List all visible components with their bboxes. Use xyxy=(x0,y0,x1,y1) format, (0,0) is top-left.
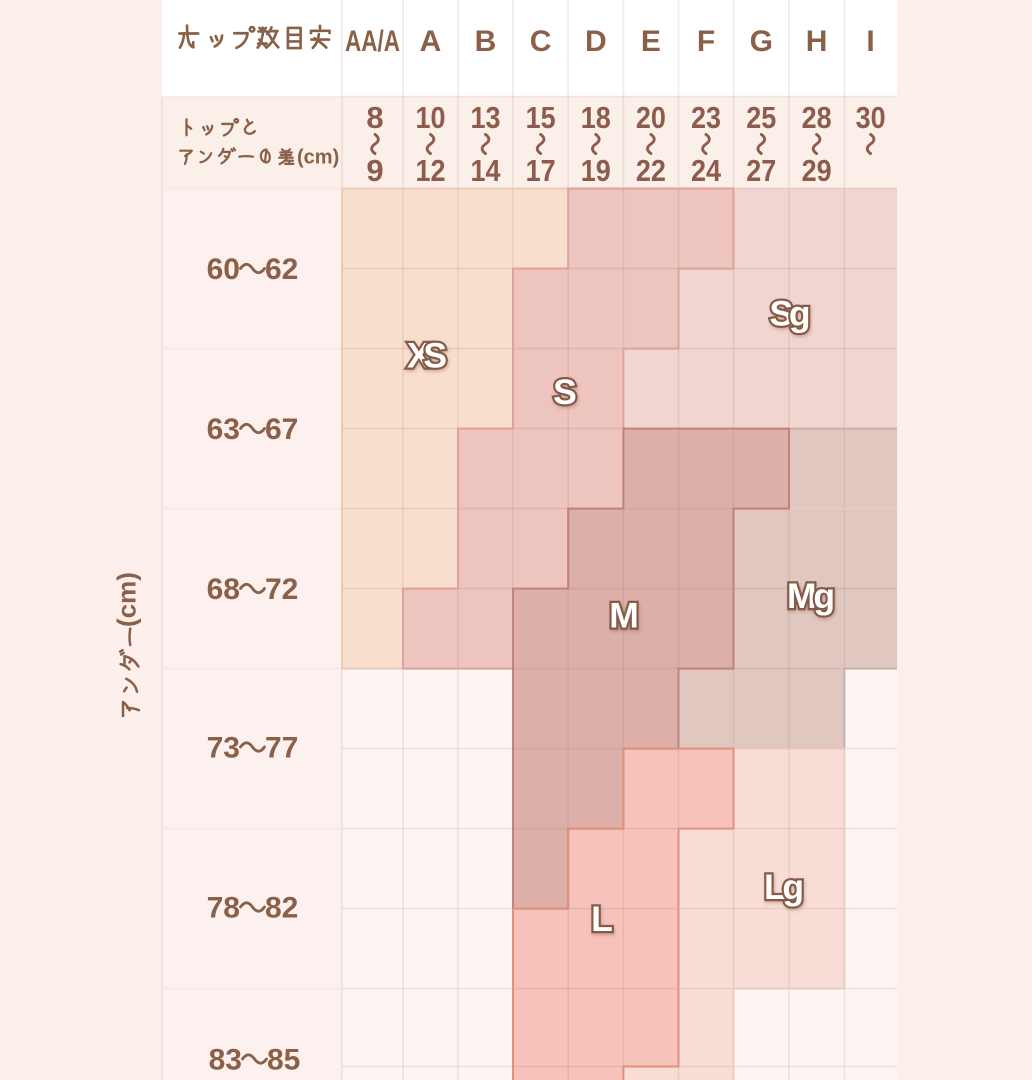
svg-text:72: 72 xyxy=(265,573,298,606)
svg-text:63: 63 xyxy=(207,413,240,446)
svg-text:77: 77 xyxy=(265,732,298,765)
svg-text:9: 9 xyxy=(366,153,383,188)
svg-text:12: 12 xyxy=(416,153,446,188)
svg-text:68: 68 xyxy=(207,573,240,606)
svg-text:(cm): (cm) xyxy=(297,147,339,169)
svg-text:25: 25 xyxy=(746,100,776,135)
svg-text:17: 17 xyxy=(526,153,556,188)
svg-text:XS: XS xyxy=(407,336,447,376)
svg-text:85: 85 xyxy=(267,1044,300,1077)
svg-text:62: 62 xyxy=(265,253,298,286)
svg-text:L: L xyxy=(591,899,613,939)
svg-text:83: 83 xyxy=(209,1044,242,1077)
svg-text:24: 24 xyxy=(691,153,722,188)
svg-text:82: 82 xyxy=(265,892,298,925)
svg-text:D: D xyxy=(585,25,607,58)
svg-text:Lg: Lg xyxy=(764,867,804,907)
svg-text:15: 15 xyxy=(526,100,556,135)
svg-text:29: 29 xyxy=(802,153,832,188)
svg-text:Mg: Mg xyxy=(787,576,835,616)
svg-text:F: F xyxy=(697,25,715,58)
svg-text:78: 78 xyxy=(207,892,240,925)
svg-text:10: 10 xyxy=(416,100,446,135)
svg-text:28: 28 xyxy=(802,100,832,135)
svg-text:Sg: Sg xyxy=(770,294,811,334)
svg-text:C: C xyxy=(530,25,552,58)
svg-text:H: H xyxy=(806,25,828,58)
svg-text:8: 8 xyxy=(366,100,383,135)
svg-text:14: 14 xyxy=(471,153,502,188)
svg-text:22: 22 xyxy=(636,153,666,188)
svg-text:AA/A: AA/A xyxy=(345,25,400,58)
svg-text:A: A xyxy=(420,25,442,58)
svg-text:67: 67 xyxy=(265,413,298,446)
svg-text:I: I xyxy=(866,25,874,58)
svg-text:E: E xyxy=(641,25,661,58)
svg-text:20: 20 xyxy=(636,100,666,135)
svg-text:19: 19 xyxy=(581,153,611,188)
svg-text:27: 27 xyxy=(746,153,776,188)
svg-text:S: S xyxy=(553,372,577,412)
svg-text:30: 30 xyxy=(856,100,886,135)
svg-text:M: M xyxy=(609,596,639,636)
svg-text:23: 23 xyxy=(691,100,721,135)
svg-text:B: B xyxy=(475,25,497,58)
svg-text:(cm): (cm) xyxy=(112,572,142,627)
svg-text:13: 13 xyxy=(471,100,501,135)
svg-text:73: 73 xyxy=(207,732,240,765)
svg-text:60: 60 xyxy=(207,253,240,286)
svg-text:G: G xyxy=(750,25,773,58)
svg-text:18: 18 xyxy=(581,100,611,135)
